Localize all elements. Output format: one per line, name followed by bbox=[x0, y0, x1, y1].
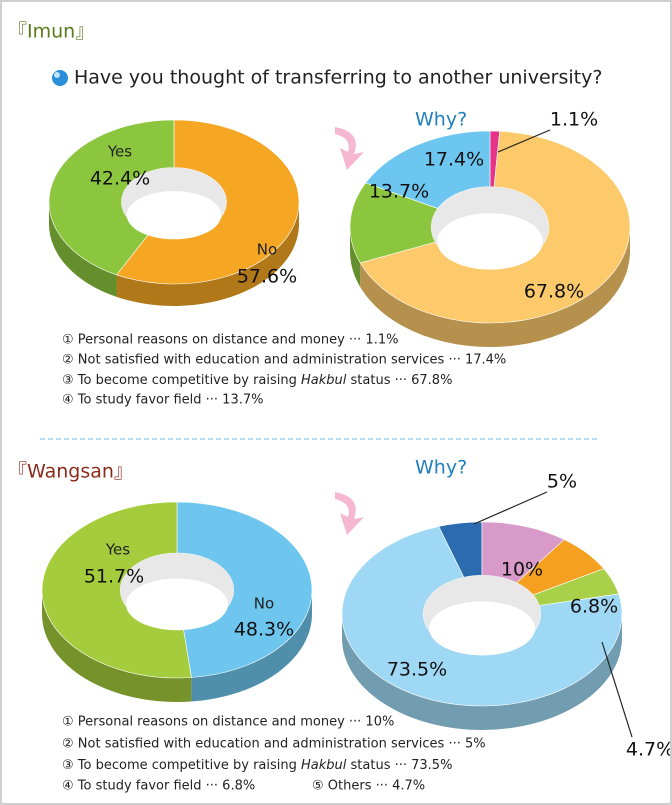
slice-label: 57.6% bbox=[237, 266, 297, 288]
legend-item: ① Personal reasons on distance and money… bbox=[62, 715, 394, 730]
slice-side bbox=[342, 614, 622, 730]
slice-label: 4.7% bbox=[626, 739, 670, 761]
section-title: 『Imun』 bbox=[8, 21, 94, 43]
slice-side bbox=[49, 202, 117, 297]
legend-item: ③ To become competitive by raising Hakbu… bbox=[62, 373, 452, 388]
legend-item: ② Not satisfied with education and admin… bbox=[62, 353, 506, 368]
slice-category: Yes bbox=[105, 541, 130, 559]
arrow bbox=[335, 127, 364, 170]
slice-label: 48.3% bbox=[234, 619, 294, 641]
leader-line bbox=[601, 641, 633, 738]
slice-category: No bbox=[254, 595, 274, 613]
legend-item: ④ To study favor field ··· 13.7% bbox=[62, 393, 263, 408]
question: Have you thought of transferring to anot… bbox=[74, 67, 602, 89]
legend-item: ③ To become competitive by raising Hakbu… bbox=[62, 758, 452, 773]
why-label: Why? bbox=[415, 457, 467, 479]
slice-label: 10% bbox=[501, 559, 543, 581]
hole-floor bbox=[429, 601, 535, 656]
slice-side bbox=[191, 590, 312, 702]
slice-side bbox=[42, 590, 192, 702]
why-label: Why? bbox=[415, 109, 467, 131]
arrow bbox=[335, 492, 364, 535]
hole-floor bbox=[126, 191, 222, 240]
slice-label: 5% bbox=[547, 471, 577, 493]
slice-side bbox=[360, 227, 630, 348]
slice-label: 13.7% bbox=[369, 181, 429, 203]
slice-label: 67.8% bbox=[524, 281, 584, 303]
slice-side bbox=[116, 202, 300, 306]
slice-label: 73.5% bbox=[387, 659, 447, 681]
legend-item: ④ To study favor field ··· 6.8% bbox=[62, 779, 255, 794]
hole-floor bbox=[125, 578, 229, 631]
bullet-shine bbox=[54, 72, 60, 78]
slice-label: 17.4% bbox=[424, 149, 484, 171]
slice-category: No bbox=[257, 241, 277, 259]
legend-item: ② Not satisfied with education and admin… bbox=[62, 737, 486, 752]
hole-floor bbox=[437, 213, 543, 270]
slice-label: 6.8% bbox=[570, 596, 618, 618]
slice-side bbox=[350, 227, 361, 287]
slice-label: 51.7% bbox=[84, 566, 144, 588]
slice-label: 42.4% bbox=[90, 168, 150, 190]
bullet-icon bbox=[52, 70, 68, 86]
section-title: 『Wangsan』 bbox=[8, 461, 133, 483]
charts: No 57.6% Yes 42.4% 1.1% 67.8% 13.7% 17.4% No 48.3… bbox=[41, 109, 670, 761]
legend-item: ① Personal reasons on distance and money… bbox=[62, 333, 398, 348]
slice-category: Yes bbox=[107, 143, 132, 161]
leader-line bbox=[473, 491, 548, 525]
slice-label: 1.1% bbox=[550, 109, 598, 131]
legend-item: ⑤ Others ··· 4.7% bbox=[312, 779, 425, 794]
leader-line bbox=[497, 129, 551, 153]
